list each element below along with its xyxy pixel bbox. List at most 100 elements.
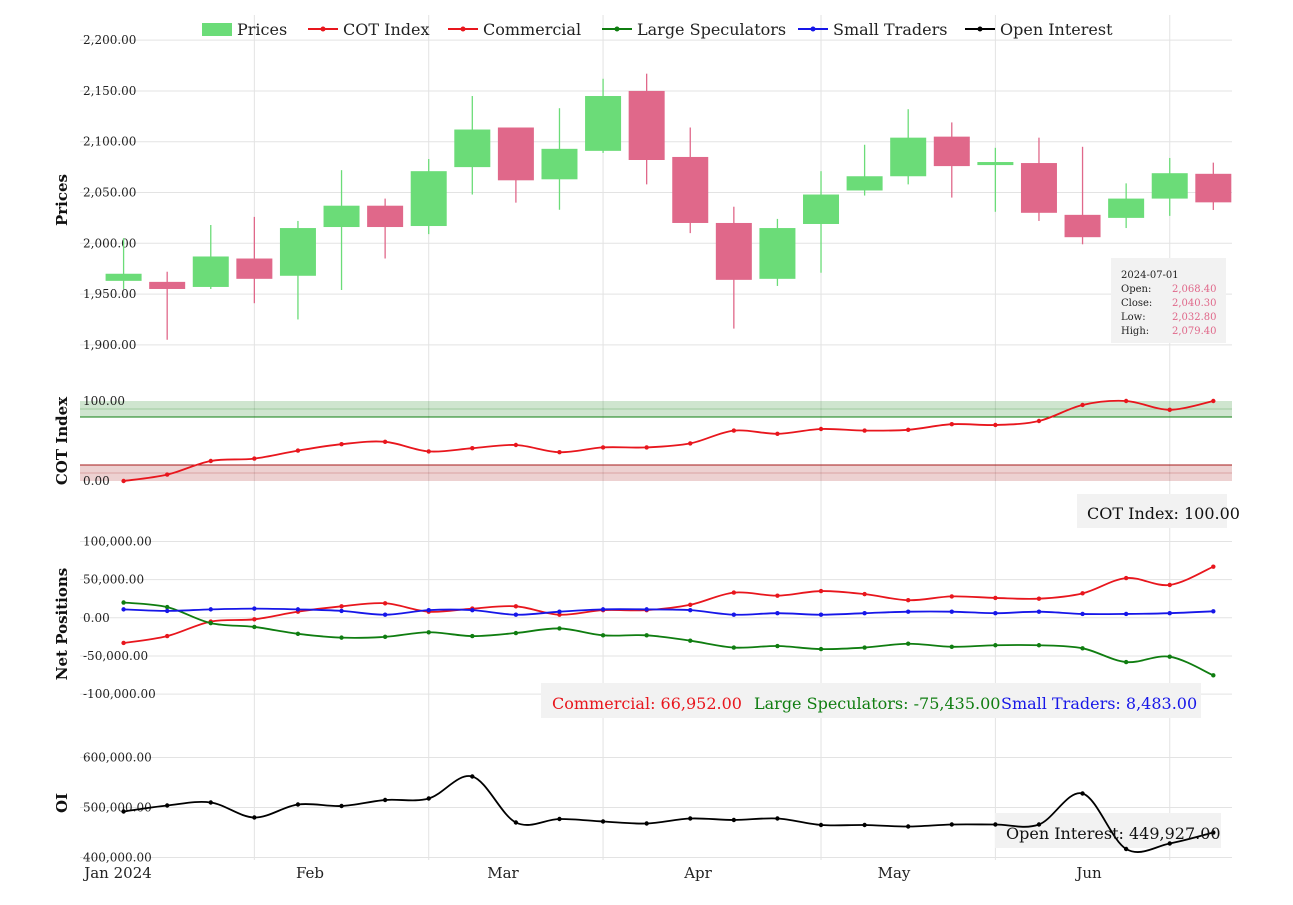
info-layer: 2024-07-01 Open: 2,068.40 Close: 2,040.30 Low… — [541, 258, 1240, 843]
cot-index-point — [1211, 398, 1216, 404]
price-y-tick-label: 1,950.00 — [83, 287, 136, 301]
commercial-point — [164, 633, 170, 639]
small-traders-point — [470, 607, 475, 613]
candlestick — [323, 170, 360, 290]
commercial-point — [862, 591, 867, 597]
cot-index-point — [775, 431, 780, 436]
price-y-tick-label: 1,900.00 — [83, 338, 136, 352]
commercial-point — [818, 588, 824, 594]
large-speculators-point — [295, 631, 301, 637]
large-speculators-point — [688, 638, 693, 643]
cot-index-point — [164, 472, 170, 477]
oi-y-tick-label: 600,000.00 — [83, 751, 152, 765]
candle-body — [933, 136, 970, 167]
candle-body — [192, 256, 229, 287]
large-speculators-point — [775, 643, 780, 649]
cot-index-point — [993, 422, 998, 428]
open-interest-point — [905, 824, 911, 829]
cot-index-point — [339, 442, 344, 447]
candlestick — [1195, 162, 1232, 210]
small-traders-point — [1211, 609, 1216, 614]
candlestick — [715, 206, 752, 329]
oi-value-text: Open Interest: 449,927.00 — [1006, 824, 1221, 843]
commercial-point — [731, 590, 737, 595]
small-traders-point — [905, 609, 911, 614]
small-traders-point — [731, 612, 737, 617]
candlestick — [454, 96, 491, 195]
candle-body — [715, 222, 752, 280]
large-speculators-point — [164, 604, 170, 610]
commercial-point — [905, 598, 911, 603]
candle-body — [1151, 173, 1188, 199]
candlestick — [1020, 137, 1057, 221]
small-traders-point — [164, 608, 170, 614]
cot-index-line — [123, 399, 1214, 482]
candlestick — [585, 78, 622, 153]
candle-body — [323, 205, 360, 228]
large-speculators-line — [123, 601, 1214, 677]
cot-value-box: COT Index: 100.00 — [1077, 494, 1240, 528]
legend-swatch-marker — [320, 26, 326, 32]
ohlc-info-date: 2024-07-01 — [1121, 270, 1179, 281]
small-traders-point — [644, 607, 649, 612]
open-interest-point — [1123, 846, 1129, 852]
oi-value-box-bg — [995, 813, 1221, 848]
cot-index-point — [426, 449, 431, 454]
cot-index-point — [208, 458, 213, 464]
commercial-point — [1123, 575, 1129, 581]
open-interest-point — [644, 821, 649, 826]
ohlc-info-box-bg — [1111, 258, 1226, 343]
cot-index-point — [600, 445, 606, 450]
y-tick-layer: 1,900.00 1,950.00 2,000.00 2,050.00 2,100.00… — [83, 33, 156, 864]
legend-label: Commercial — [483, 20, 581, 39]
open-interest-point — [993, 822, 998, 827]
ohlc-info-value: 2,079.40 — [1172, 326, 1217, 337]
legend: Prices COT Index Commercial Large Speculato… — [202, 20, 1113, 39]
cot-bands-layer — [80, 401, 1232, 481]
open-interest-point — [121, 809, 126, 814]
candlestick — [410, 158, 447, 235]
net-value-text: Commercial: 66,952.00 — [552, 694, 742, 713]
small-traders-point — [557, 609, 562, 614]
candle-body — [236, 258, 273, 279]
large-speculators-point — [1123, 659, 1129, 665]
open-interest-point — [295, 802, 301, 807]
candlestick — [105, 238, 142, 289]
x-tick-label: Apr — [683, 864, 712, 882]
small-traders-point — [426, 607, 431, 613]
legend-item: Small Traders — [798, 20, 947, 39]
price-y-tick-label: 2,050.00 — [83, 186, 136, 200]
candlestick — [803, 171, 840, 273]
commercial-point — [121, 640, 126, 646]
x-tick-label: Mar — [487, 864, 519, 882]
small-traders-point — [818, 612, 824, 617]
commercial-point — [382, 601, 388, 606]
open-interest-point — [426, 796, 431, 801]
series-lines-layer — [121, 398, 1216, 853]
legend-item: Commercial — [448, 20, 581, 39]
candle-body — [367, 205, 404, 228]
candle-body — [279, 228, 316, 276]
commercial-point — [252, 617, 257, 622]
candlestick — [149, 271, 186, 340]
commercial-series — [121, 564, 1216, 646]
net-y-tick-label: -50,000.00 — [83, 649, 148, 663]
ohlc-info-label: High: — [1121, 326, 1149, 337]
commercial-point — [1080, 591, 1085, 596]
cot-index-point — [862, 428, 867, 433]
large-speculators-point — [470, 633, 475, 639]
candlestick — [759, 218, 796, 286]
ohlc-info-label: Close: — [1121, 298, 1152, 309]
candle-body — [149, 281, 186, 289]
open-interest-point — [688, 816, 693, 821]
candle-body — [890, 137, 927, 177]
small-traders-point — [121, 607, 126, 612]
x-tick-label: Jun — [1074, 864, 1102, 882]
large-speculators-point — [1211, 673, 1216, 678]
open-interest-point — [252, 815, 257, 820]
large-speculators-point — [905, 641, 911, 646]
candle-body — [672, 156, 709, 223]
candle-body — [454, 129, 491, 168]
small-traders-point — [1080, 611, 1085, 617]
